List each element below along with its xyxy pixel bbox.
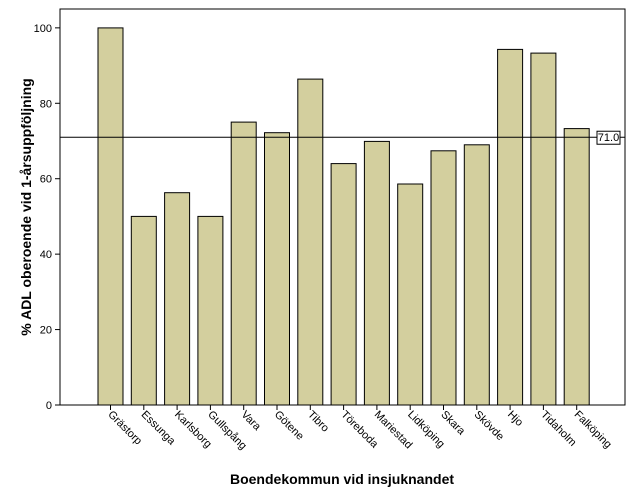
bar-falköping [563, 128, 590, 406]
reference-line-label-box [596, 130, 621, 145]
y-axis: 0 20 40 60 80 100 [34, 23, 60, 412]
x-tick-label: Tibro [305, 409, 331, 435]
bar-skara [430, 150, 457, 406]
bar-mariestad [363, 140, 390, 406]
y-tick-label: 40 [40, 249, 52, 261]
x-tick-label: Skara [438, 409, 467, 438]
y-axis-title: % ADL oberoende vid 1-årsuppföljning [18, 78, 34, 335]
bar-gullspång [197, 215, 224, 406]
bar-töreboda [330, 163, 357, 406]
x-tick-label: Tidaholm [538, 409, 578, 449]
x-tick-label: Skövde [472, 409, 506, 443]
y-tick-label: 100 [34, 23, 52, 35]
bar-vara [230, 121, 257, 406]
bar-skövde [463, 144, 490, 406]
y-tick-label: 80 [40, 98, 52, 110]
x-tick-label: Grästorp [105, 409, 144, 448]
y-tick-label: 0 [46, 400, 52, 412]
bar-essunga [130, 215, 157, 406]
x-axis-title: Boendekommun vid insjuknandet [230, 471, 454, 487]
reference-line-label: 71.0 [598, 132, 619, 144]
reference-line-group: 71.0 [60, 130, 625, 145]
y-tick-label: 20 [40, 325, 52, 337]
bar-hjo [497, 48, 524, 406]
bar-götene [264, 132, 290, 406]
x-tick-label: Hjo [505, 409, 525, 429]
x-tick-label: Vara [239, 409, 264, 434]
bar-grästorp [97, 27, 124, 406]
x-tick-label: Falköping [572, 409, 614, 451]
bars [97, 27, 590, 406]
bar-tibro [297, 78, 324, 406]
bar-karlsborg [164, 192, 191, 406]
x-tick-label: Essunga [139, 409, 178, 448]
bar-tidaholm [530, 52, 557, 406]
y-tick-label: 60 [40, 174, 52, 186]
x-tick-label: Götene [272, 409, 306, 443]
bar-lidköping [397, 183, 424, 406]
